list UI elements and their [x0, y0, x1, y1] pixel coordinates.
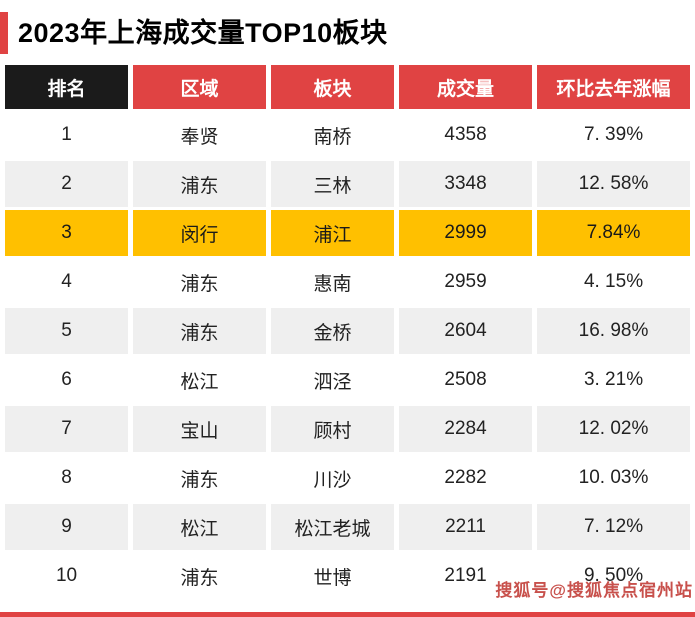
cell-rank: 4: [5, 259, 129, 305]
header-change: 环比去年涨幅: [537, 65, 690, 109]
table-row: 5 浦东 金桥 2604 16. 98%: [5, 308, 690, 354]
table-header-row: 排名 区域 板块 成交量 环比去年涨幅: [5, 65, 690, 109]
cell-block: 浦江: [271, 210, 395, 256]
cell-change: 12. 02%: [537, 406, 690, 452]
cell-volume: 3348: [399, 161, 533, 207]
cell-rank: 1: [5, 112, 129, 158]
cell-region: 松江: [133, 357, 267, 403]
table-row: 2 浦东 三林 3348 12. 58%: [5, 161, 690, 207]
table-row: 6 松江 泗泾 2508 3. 21%: [5, 357, 690, 403]
cell-block: 川沙: [271, 455, 395, 501]
cell-volume: 2282: [399, 455, 533, 501]
cell-block: 三林: [271, 161, 395, 207]
cell-change: 3. 21%: [537, 357, 690, 403]
cell-volume: 2508: [399, 357, 533, 403]
cell-region: 奉贤: [133, 112, 267, 158]
table-row: 10 浦东 世博 2191 9. 50%: [5, 553, 690, 599]
table-row-highlighted: 3 闵行 浦江 2999 7.84%: [5, 210, 690, 256]
cell-region: 松江: [133, 504, 267, 550]
cell-block: 惠南: [271, 259, 395, 305]
page-title: 2023年上海成交量TOP10板块: [18, 17, 388, 48]
cell-block: 顾村: [271, 406, 395, 452]
title-accent-bar: [0, 12, 8, 54]
cell-block: 世博: [271, 553, 395, 599]
header-region: 区域: [133, 65, 267, 109]
cell-volume: 4358: [399, 112, 533, 158]
table-row: 8 浦东 川沙 2282 10. 03%: [5, 455, 690, 501]
cell-rank: 9: [5, 504, 129, 550]
cell-block: 泗泾: [271, 357, 395, 403]
title-bar: 2023年上海成交量TOP10板块: [0, 0, 695, 62]
cell-region: 浦东: [133, 553, 267, 599]
cell-volume: 2604: [399, 308, 533, 354]
cell-volume: 2959: [399, 259, 533, 305]
cell-change: 7. 39%: [537, 112, 690, 158]
header-block: 板块: [271, 65, 395, 109]
cell-change: 16. 98%: [537, 308, 690, 354]
cell-volume: 2191: [399, 553, 533, 599]
cell-rank: 6: [5, 357, 129, 403]
cell-change: 7.84%: [537, 210, 690, 256]
table-row: 1 奉贤 南桥 4358 7. 39%: [5, 112, 690, 158]
cell-region: 浦东: [133, 308, 267, 354]
cell-rank: 2: [5, 161, 129, 207]
cell-region: 浦东: [133, 455, 267, 501]
cell-rank: 3: [5, 210, 129, 256]
cell-region: 闵行: [133, 210, 267, 256]
cell-change: 10. 03%: [537, 455, 690, 501]
cell-volume: 2211: [399, 504, 533, 550]
header-rank: 排名: [5, 65, 129, 109]
cell-block: 松江老城: [271, 504, 395, 550]
cell-region: 浦东: [133, 259, 267, 305]
cell-rank: 5: [5, 308, 129, 354]
cell-change: 12. 58%: [537, 161, 690, 207]
cell-region: 宝山: [133, 406, 267, 452]
bottom-red-bar: [0, 612, 695, 617]
cell-rank: 10: [5, 553, 129, 599]
cell-region: 浦东: [133, 161, 267, 207]
cell-block: 金桥: [271, 308, 395, 354]
top10-table: 排名 区域 板块 成交量 环比去年涨幅 1 奉贤 南桥 4358 7. 39% …: [0, 62, 695, 602]
cell-volume: 2284: [399, 406, 533, 452]
cell-change: 7. 12%: [537, 504, 690, 550]
cell-rank: 8: [5, 455, 129, 501]
table-row: 7 宝山 顾村 2284 12. 02%: [5, 406, 690, 452]
cell-change: 4. 15%: [537, 259, 690, 305]
table-row: 4 浦东 惠南 2959 4. 15%: [5, 259, 690, 305]
cell-change: 9. 50%: [537, 553, 690, 599]
cell-block: 南桥: [271, 112, 395, 158]
table-row: 9 松江 松江老城 2211 7. 12%: [5, 504, 690, 550]
header-volume: 成交量: [399, 65, 533, 109]
cell-volume: 2999: [399, 210, 533, 256]
cell-rank: 7: [5, 406, 129, 452]
